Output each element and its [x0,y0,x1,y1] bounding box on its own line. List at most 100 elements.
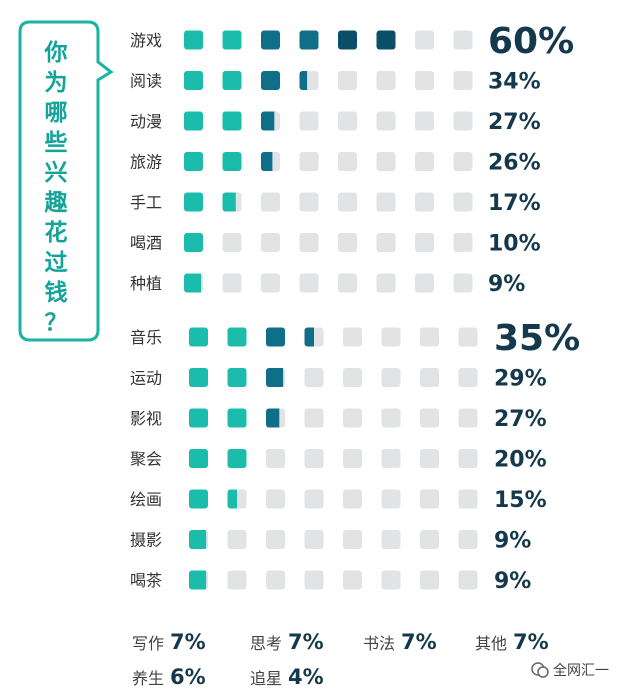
unit-square-empty [343,327,362,347]
category-label: 阅读 [130,72,162,91]
footer-value: 4% [288,665,324,689]
unit-square-filled [184,192,203,212]
title-char: 过 [44,250,68,276]
footer-label: 追星 [250,669,283,688]
unit-square-filled [227,449,247,468]
unit-square-empty [453,71,473,90]
category-label: 绘画 [130,490,162,509]
unit-square-empty [381,530,401,549]
unit-square-empty [420,327,439,347]
footer-item: 其他 7% [475,630,549,654]
title-char: 兴 [44,160,68,186]
unit-square-empty [266,570,285,590]
title-char: 趣 [44,190,68,216]
unit-square-empty [381,570,401,590]
unit-square-empty [453,111,473,131]
unit-square-filled [227,327,247,347]
footer-value: 6% [170,665,206,689]
unit-square-empty [415,30,434,50]
category-label: 喝酒 [130,234,162,253]
unit-square-empty [415,192,434,212]
footer-label: 其他 [475,634,508,653]
unit-square-empty [381,327,401,347]
category-label: 运动 [130,369,162,388]
percent-label: 15% [494,488,547,513]
unit-square-empty [261,192,280,212]
unit-square-filled [266,368,284,387]
unit-square-empty [420,489,439,509]
percent-label: 27% [488,110,541,135]
unit-square-filled [222,71,242,90]
chart-title: 你 为 哪 些 兴 趣 花 过 钱 ？ [38,38,74,338]
unit-square-filled [261,30,280,50]
unit-square-empty [376,273,396,293]
unit-square-empty [420,570,439,590]
percent-label: 60% [488,21,574,62]
unit-square-filled [304,327,314,347]
unit-square-empty [338,192,357,212]
unit-square-empty [343,449,362,468]
unit-square-empty [227,530,247,549]
unit-square-filled [184,111,203,131]
unit-square-empty [338,233,357,252]
unit-square-empty [458,368,478,387]
unit-square-empty [376,152,396,171]
percent-label: 17% [488,191,541,216]
footer-item: 养生 6% [132,665,206,689]
unit-square-empty [304,530,324,549]
unit-square-empty [343,530,362,549]
unit-square-empty [420,368,439,387]
unit-square-empty [458,570,478,590]
unit-square-empty [343,489,362,509]
wechat-icon [531,662,549,678]
unit-square-empty [338,273,357,293]
unit-square-empty [381,489,401,509]
percent-label: 26% [488,151,541,176]
unit-square-empty [343,570,362,590]
footer-label: 思考 [250,634,283,653]
unit-square-empty [304,408,324,428]
unit-square-filled [184,152,203,171]
unit-square-empty [343,408,362,428]
unit-square-filled [189,327,208,347]
unit-square-empty [299,273,319,293]
unit-square-empty [415,233,434,252]
unit-square-empty [415,152,434,171]
unit-square-filled [261,71,280,90]
unit-square-empty [304,368,324,387]
unit-square-filled [222,30,242,50]
footer-value: 7% [401,630,437,654]
unit-square-empty [376,111,396,131]
unit-square-filled [189,570,207,590]
unit-square-filled [189,530,207,549]
unit-square-filled [189,408,208,428]
unit-square-empty [266,449,285,468]
unit-square-empty [261,233,280,252]
footer-item: 思考 7% [250,630,324,654]
unit-square-empty [458,449,478,468]
percent-label: 9% [488,272,525,297]
percent-label: 35% [494,318,580,359]
unit-square-filled [261,152,273,171]
footer-value: 7% [170,630,206,654]
title-char: 为 [44,70,68,96]
footer-label: 写作 [132,634,165,653]
unit-square-empty [420,530,439,549]
unit-square-filled [222,192,236,212]
percent-label: 10% [488,232,541,257]
unit-square-filled [184,233,203,252]
unit-square-empty [453,273,473,293]
unit-square-empty [458,489,478,509]
unit-square-filled [266,408,280,428]
title-char: 钱 [44,280,68,306]
unit-square-empty [415,111,434,131]
unit-square-empty [381,449,401,468]
unit-square-empty [420,408,439,428]
category-label: 旅游 [130,153,162,172]
unit-square-filled [338,30,357,50]
title-char: 些 [44,130,68,156]
footer-item: 追星 4% [250,665,324,689]
unit-square-empty [376,71,396,90]
